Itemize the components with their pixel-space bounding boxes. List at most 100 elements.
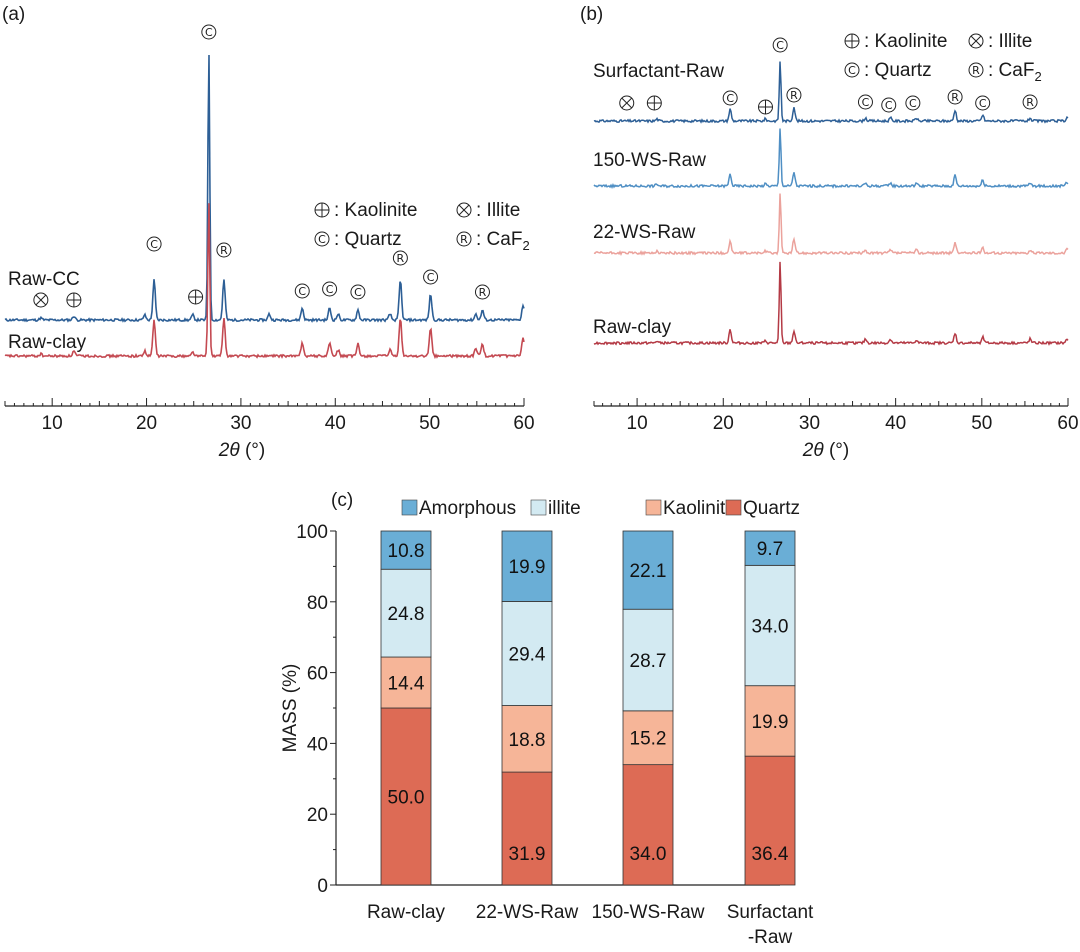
panel-a-trace-Raw-CC: [4, 54, 525, 324]
panel-b-legend-2-text: : Quartz: [864, 60, 932, 81]
panel-c-legend-swatch-Amorphous: [401, 499, 418, 516]
panel-c-value-label-illite-0: 24.8: [388, 604, 425, 625]
panel-c-value-label-Amorphous-3: 9.7: [757, 539, 783, 560]
panel-c-bar-Quartz-3: [744, 755, 796, 886]
panel-b-x-tick-label: 20: [713, 413, 734, 434]
panel-b-trace-150-WS-Raw: [593, 128, 1069, 190]
panel-c-bar-Amorphous-0: [380, 530, 432, 570]
panel-b-x-axis-unit: (°): [824, 440, 850, 461]
panel-c-y-tick-label: 100: [296, 522, 328, 543]
panel-b-marker-9-ring: [947, 89, 963, 105]
panel-b-legend-0-text: : Kaolinite: [864, 31, 947, 52]
panel-a-marker-8-ring: [350, 284, 366, 300]
panel-c-legend-label-Amorphous: Amorphous: [419, 498, 516, 519]
panel-a-legend-2-icon-glyph: C: [318, 233, 326, 246]
panel-c-y-tick-label: 60: [307, 664, 328, 685]
panel-b-marker-7-ring: [881, 97, 897, 113]
panel-b-legend-2-label: : Quartz: [864, 60, 932, 81]
panel-b-marker-5-glyph: R: [790, 89, 798, 102]
panel-a-marker-9-ring: [392, 250, 408, 266]
panel-a-legend-2-icon-ring: [314, 231, 330, 247]
panel-a-legend-1-icon-ring: [456, 202, 472, 218]
panel-a-label-raw-cc: Raw-CC: [8, 269, 80, 290]
panel-b-marker-2-ring: [722, 90, 738, 106]
panel-c-bar-illite-3: [744, 564, 796, 687]
panel-a-marker-4-glyph: C: [205, 26, 213, 39]
panel-a-marker-5-ring: [216, 242, 232, 258]
panel-c-value-label-Kaolinite-0: 14.4: [388, 674, 425, 695]
panel-c-bar-Amorphous-1: [501, 530, 553, 602]
panel-c-category-label-1: 22-WS-Raw: [476, 902, 579, 923]
panel-b-label-22-WS-Raw: 22-WS-Raw: [593, 222, 696, 243]
panel-a-marker-0-ring: [33, 292, 49, 308]
panel-b-tag: (b): [580, 4, 603, 25]
panel-b-legend-3-text: : CaF: [988, 60, 1034, 81]
panel-a-legend-1-icon-cross-b: [458, 204, 470, 216]
panel-b-marker-9-glyph: R: [951, 91, 959, 104]
panel-c-y-tick-label: 20: [307, 805, 328, 826]
panel-a-marker-8-glyph: C: [354, 286, 362, 299]
panel-c-value-label-Kaolinite-2: 15.2: [630, 729, 667, 750]
panel-c-value-label-illite-1: 29.4: [509, 644, 546, 665]
panel-a-x-tick-label: 60: [513, 413, 534, 434]
panel-a-marker-6-glyph: C: [298, 285, 306, 298]
panel-c-y-tick-label: 0: [317, 876, 328, 897]
panel-c-legend-swatch-illite: [530, 499, 547, 516]
panel-b-x-tick-label: 40: [885, 413, 906, 434]
panel-c-value-label-illite-3: 34.0: [752, 617, 789, 638]
panel-b-marker-4-glyph: C: [776, 39, 784, 52]
panel-c-category-label-0: Raw-clay: [367, 902, 446, 923]
panel-b-x-tick-label: 30: [799, 413, 820, 434]
panel-c-bar-Amorphous-3: [744, 530, 796, 566]
panel-c-value-label-Quartz-1: 31.9: [509, 844, 546, 865]
panel-a-legend-0-text: : Kaolinite: [334, 200, 417, 221]
panel-c-value-label-Kaolinite-3: 19.9: [752, 712, 789, 733]
panel-c-value-label-Quartz-3: 36.4: [752, 844, 789, 865]
panel-c-value-label-Kaolinite-1: 18.8: [509, 730, 546, 751]
panel-a-x-tick-label: 10: [42, 413, 63, 434]
panel-b-label-Surfactant-Raw: Surfactant-Raw: [593, 61, 724, 82]
panel-b-trace-Raw-clay: [593, 261, 1069, 346]
panel-b-marker-10-ring: [975, 95, 991, 111]
panel-a-legend-3-icon-ring: [456, 231, 472, 247]
panel-a-legend-3-subscript: 2: [522, 238, 529, 253]
panel-a-marker-2-glyph: C: [150, 238, 158, 251]
panel-c-bar-illite-0: [380, 568, 432, 658]
panel-b-marker-11-ring: [1022, 94, 1038, 110]
panel-c-bar-Kaolinite-2: [622, 710, 674, 766]
panel-a-marker-9-glyph: R: [397, 252, 405, 265]
panel-b-legend-3-icon-glyph: R: [972, 64, 980, 77]
panel-c-value-label-illite-2: 28.7: [630, 651, 667, 672]
panel-c-legend-label-Quartz: Quartz: [743, 498, 800, 519]
panel-c-category-label-2: 150-WS-Raw: [592, 902, 705, 923]
panel-b-marker-11-glyph: R: [1026, 96, 1034, 109]
panel-a-marker-7-glyph: C: [326, 283, 334, 296]
panel-a-x-axis-label: 2θ (°): [218, 440, 265, 461]
panel-b-marker-6-ring: [857, 94, 873, 110]
panel-a-marker-11-ring: [474, 284, 490, 300]
panel-c-value-label-Quartz-2: 34.0: [630, 844, 667, 865]
panel-a-marker-11-glyph: R: [479, 286, 487, 299]
panel-c-bar-Kaolinite-1: [501, 705, 553, 773]
panel-c-bar-Kaolinite-3: [744, 685, 796, 757]
panel-a: (a) Raw-CC Raw-clay C C R C C C R C R : Kaolinite: …: [2, 4, 535, 461]
panel-c-category-label-3: -Raw: [748, 927, 793, 948]
panel-b-legend-1-icon-ring: [968, 33, 984, 49]
panel-b-trace-22-WS-Raw: [593, 193, 1069, 257]
panel-b-label-Raw-clay: Raw-clay: [593, 317, 672, 338]
panel-b-marker-6-glyph: C: [862, 96, 870, 109]
panel-a-x-tick-label: 50: [419, 413, 440, 434]
panel-b-x-tick-label: 50: [971, 413, 992, 434]
panel-c-legend-swatch-Quartz: [725, 499, 742, 516]
panel-c-bar-illite-1: [501, 601, 553, 706]
panel-a-trace-Raw-clay: [4, 203, 525, 360]
panel-b-marker-2-glyph: C: [726, 92, 734, 105]
panel-c-bar-illite-2: [622, 608, 674, 712]
panel-b-legend-3-subscript: 2: [1034, 69, 1041, 84]
panel-c-y-axis-label: MASS (%): [280, 664, 301, 753]
panel-a-marker-4-ring: [201, 24, 217, 40]
panel-b-trace-Surfactant-Raw: [593, 61, 1069, 124]
panel-b-marker-0-cross-b: [621, 97, 633, 109]
panel-b-legend-2-icon-ring: [844, 62, 860, 78]
